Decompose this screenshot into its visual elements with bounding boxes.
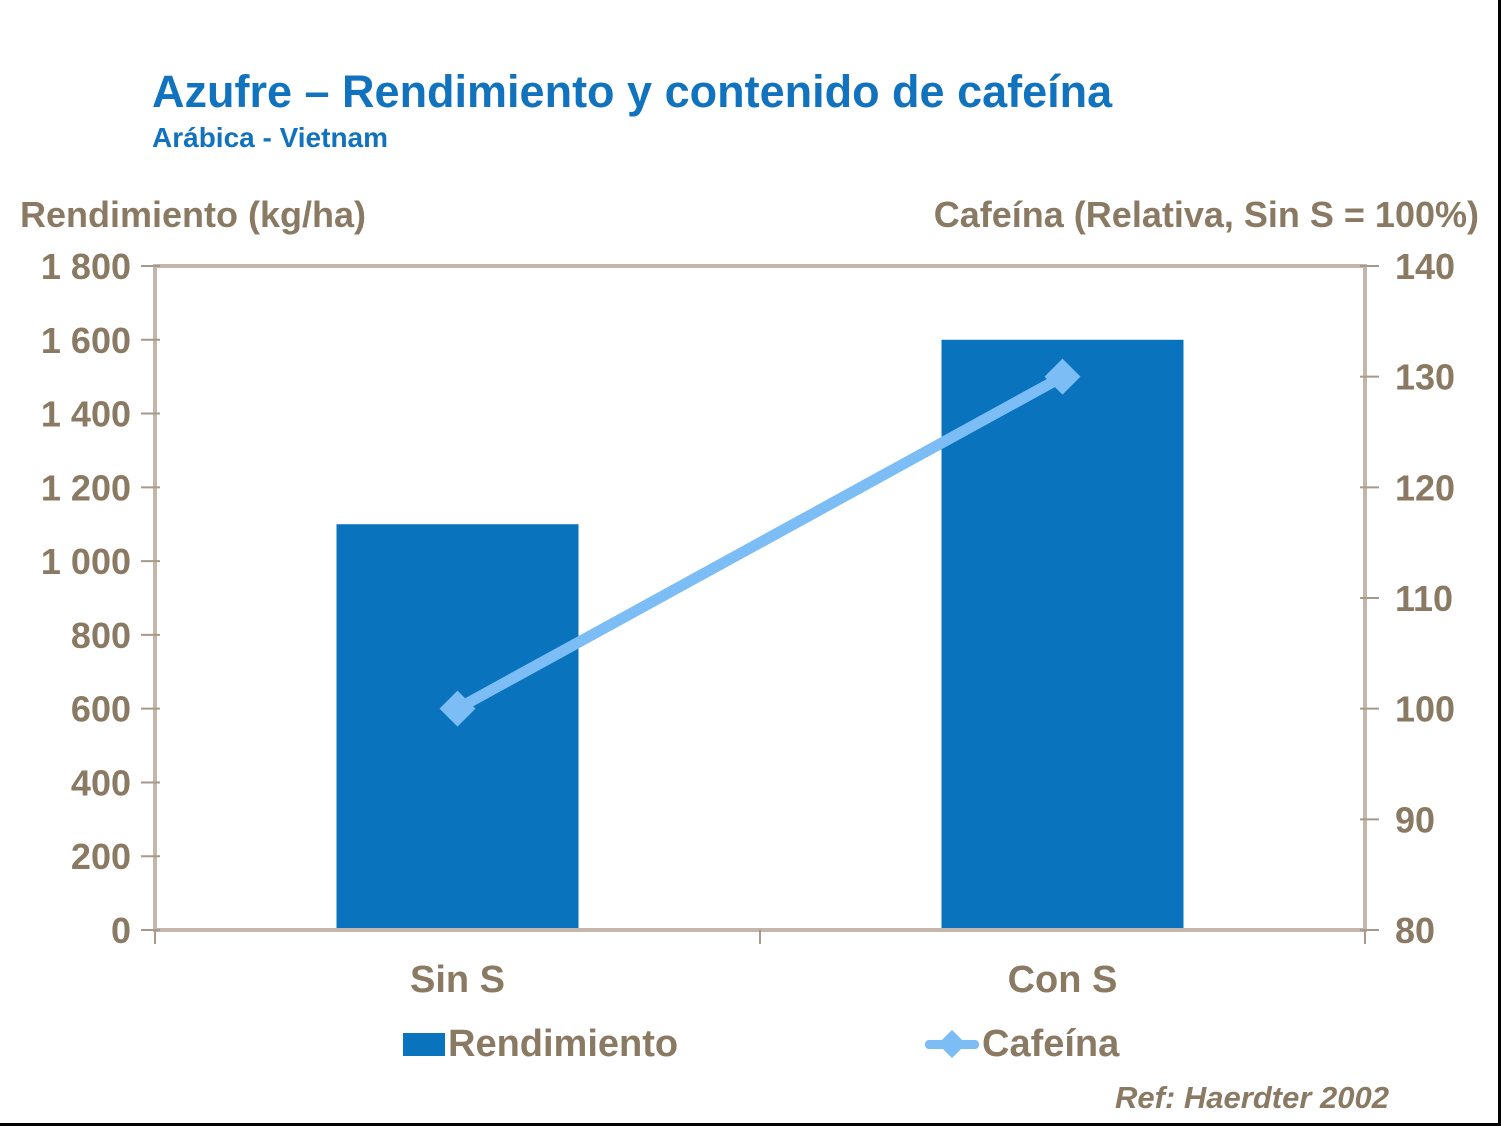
bar-swatch-icon [403, 1032, 445, 1056]
right-axis-tick-label: 90 [1395, 799, 1435, 840]
left-axis-tick-label: 1 800 [41, 246, 131, 287]
category-label-con-s: Con S [1008, 959, 1118, 1001]
right-axis-title: Cafeína (Relativa, Sin S = 100%) [933, 194, 1479, 235]
right-axis-tick-label: 100 [1395, 689, 1455, 730]
left-axis-tick-label: 200 [71, 836, 131, 877]
line-diamond-swatch-icon [925, 1029, 979, 1059]
right-axis-tick-label: 140 [1395, 246, 1455, 287]
right-axis-tick-label: 120 [1395, 467, 1455, 508]
slide-bottom-edge [0, 1123, 1501, 1126]
legend-item-cafeina: Cafeína [925, 1022, 1119, 1066]
right-axis-tick-label: 110 [1395, 578, 1453, 619]
left-axis-tick-label: 800 [71, 615, 131, 656]
left-axis-tick-label: 600 [71, 689, 131, 730]
bar-con-s [941, 339, 1184, 930]
reference-text: Ref: Haerdter 2002 [1115, 1080, 1389, 1115]
left-axis-tick-label: 1 400 [41, 394, 131, 435]
left-axis-tick-label: 0 [111, 910, 131, 951]
left-axis-tick-label: 1 000 [41, 541, 131, 582]
page-subtitle: Arábica - Vietnam [152, 122, 389, 153]
left-axis-tick-label: 1 200 [41, 467, 131, 508]
line-cafeína [452, 371, 1068, 715]
right-axis-tick-label: 80 [1395, 910, 1435, 951]
diamond-marker-sin-s [439, 690, 476, 727]
category-label-sin-s: Sin S [410, 959, 505, 1001]
right-axis-tick-label: 130 [1395, 357, 1455, 398]
slide-right-edge [1498, 0, 1501, 1126]
legend-label-cafeina: Cafeína [982, 1022, 1120, 1065]
left-axis-tick-label: 400 [71, 762, 131, 803]
legend-label-rendimiento: Rendimiento [448, 1022, 679, 1065]
diamond-marker-con-s [1044, 358, 1081, 395]
legend-item-rendimiento: Rendimiento [403, 1022, 678, 1066]
page-title: Azufre – Rendimiento y contenido de cafe… [152, 66, 1113, 117]
left-axis-tick-label: 1 600 [41, 320, 131, 361]
left-axis-title: Rendimiento (kg/ha) [20, 194, 367, 235]
bar-sin-s [336, 524, 579, 930]
